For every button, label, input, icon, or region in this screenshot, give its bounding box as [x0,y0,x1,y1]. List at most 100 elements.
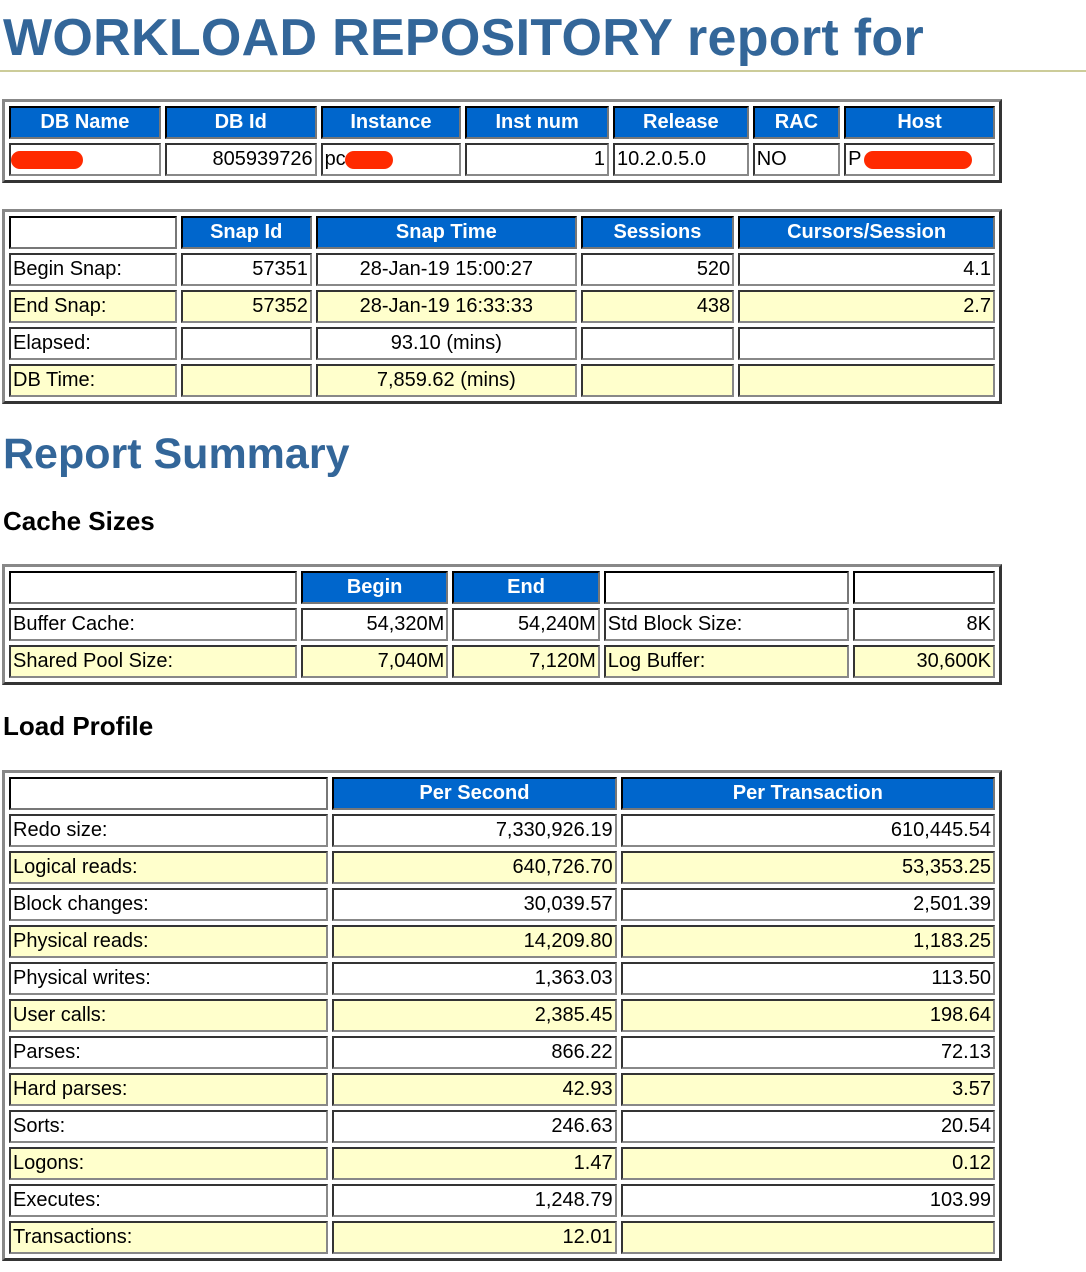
snap-time: 28-Jan-19 16:33:33 [315,290,577,323]
title-divider [0,70,1086,72]
page-title: WORKLOAD REPOSITORY report for [3,9,924,67]
table-row: User calls: 2,385.45 198.64 [9,999,995,1032]
table-row: Elapsed: 93.10 (mins) [9,327,995,360]
per-second-value: 42.93 [332,1073,617,1106]
row-label: Parses: [9,1036,329,1069]
per-second-value: 14,209.80 [332,925,617,958]
table-row: Redo size: 7,330,926.19 610,445.54 [9,814,995,847]
inst-num-cell: 1 [465,143,610,176]
table-row: End Snap: 57352 28-Jan-19 16:33:33 438 2… [9,290,995,323]
table-row: Logons: 1.47 0.12 [9,1147,995,1180]
snap-time: 93.10 (mins) [315,327,577,360]
row-label: Begin Snap: [9,253,177,286]
table-row: DB Time: 7,859.62 (mins) [9,364,995,397]
header-snap-id: Snap Id [180,216,312,249]
row-label: Physical reads: [9,925,329,958]
per-transaction-value: 20.54 [620,1110,995,1143]
host-cell: P [844,143,995,176]
per-transaction-value: 72.13 [620,1036,995,1069]
row-label: User calls: [9,999,329,1032]
header-cursors-session: Cursors/Session [738,216,995,249]
table-row: Block changes: 30,039.57 2,501.39 [9,888,995,921]
value-2: 30,600K [852,645,995,678]
begin-value: 7,040M [300,645,449,678]
snap-time: 28-Jan-19 15:00:27 [315,253,577,286]
header-blank [9,777,329,810]
sessions: 438 [580,290,735,323]
header-inst-num: Inst num [465,106,610,139]
table-row: Logical reads: 640,726.70 53,353.25 [9,851,995,884]
table-row: Hard parses: 42.93 3.57 [9,1073,995,1106]
header-db-name: DB Name [9,106,161,139]
end-value: 7,120M [452,645,600,678]
table-row: Shared Pool Size: 7,040M 7,120M Log Buff… [9,645,995,678]
header-rac: RAC [752,106,841,139]
row-label: Hard parses: [9,1073,329,1106]
sessions [580,327,735,360]
per-second-value: 246.63 [332,1110,617,1143]
table-row: Parses: 866.22 72.13 [9,1036,995,1069]
per-transaction-value [620,1221,995,1254]
per-second-value: 12.01 [332,1221,617,1254]
row-label: Block changes: [9,888,329,921]
header-blank [9,571,297,604]
db-name-cell [9,143,161,176]
header-host: Host [844,106,995,139]
table-row: Sorts: 246.63 20.54 [9,1110,995,1143]
table-row: Begin Snap: 57351 28-Jan-19 15:00:27 520… [9,253,995,286]
header-per-second: Per Second [332,777,617,810]
per-second-value: 30,039.57 [332,888,617,921]
snap-time: 7,859.62 (mins) [315,364,577,397]
header-sessions: Sessions [580,216,735,249]
table-row: Executes: 1,248.79 103.99 [9,1184,995,1217]
table-row: Transactions: 12.01 [9,1221,995,1254]
db-info-table: DB Name DB Id Instance Inst num Release … [2,99,1002,183]
row-label: Elapsed: [9,327,177,360]
row-label: DB Time: [9,364,177,397]
cursors-session [738,364,995,397]
row-label: Buffer Cache: [9,608,297,641]
per-second-value: 640,726.70 [332,851,617,884]
header-end: End [452,571,600,604]
db-id-cell: 805939726 [164,143,317,176]
end-value: 54,240M [452,608,600,641]
per-transaction-value: 3.57 [620,1073,995,1106]
snap-id: 57352 [180,290,312,323]
per-second-value: 1,363.03 [332,962,617,995]
report-summary-heading: Report Summary [3,430,350,478]
header-db-id: DB Id [164,106,317,139]
per-transaction-value: 610,445.54 [620,814,995,847]
per-transaction-value: 103.99 [620,1184,995,1217]
row-label: Logons: [9,1147,329,1180]
instance-cell: pc [320,143,462,176]
cursors-session [738,327,995,360]
per-transaction-value: 113.50 [620,962,995,995]
load-profile-table: Per Second Per Transaction Redo size: 7,3… [2,770,1002,1261]
begin-value: 54,320M [300,608,449,641]
value-2: 8K [852,608,995,641]
row-label: Logical reads: [9,851,329,884]
header-blank [9,216,177,249]
row-label-2: Log Buffer: [603,645,849,678]
header-snap-time: Snap Time [315,216,577,249]
table-row: Physical writes: 1,363.03 113.50 [9,962,995,995]
row-label: Redo size: [9,814,329,847]
header-blank [603,571,849,604]
header-blank [852,571,995,604]
snap-id: 57351 [180,253,312,286]
header-begin: Begin [300,571,449,604]
redaction-mark [344,151,393,169]
row-label: Sorts: [9,1110,329,1143]
per-second-value: 866.22 [332,1036,617,1069]
per-transaction-value: 53,353.25 [620,851,995,884]
header-instance: Instance [320,106,462,139]
load-profile-heading: Load Profile [3,711,154,741]
row-label: Physical writes: [9,962,329,995]
row-label: Executes: [9,1184,329,1217]
redaction-mark [11,151,83,169]
cache-sizes-table: Begin End Buffer Cache: 54,320M 54,240M … [2,564,1002,685]
per-second-value: 1.47 [332,1147,617,1180]
cache-sizes-heading: Cache Sizes [3,506,155,536]
snap-info-table: Snap Id Snap Time Sessions Cursors/Sessi… [2,209,1002,404]
release-cell: 10.2.0.5.0 [613,143,749,176]
